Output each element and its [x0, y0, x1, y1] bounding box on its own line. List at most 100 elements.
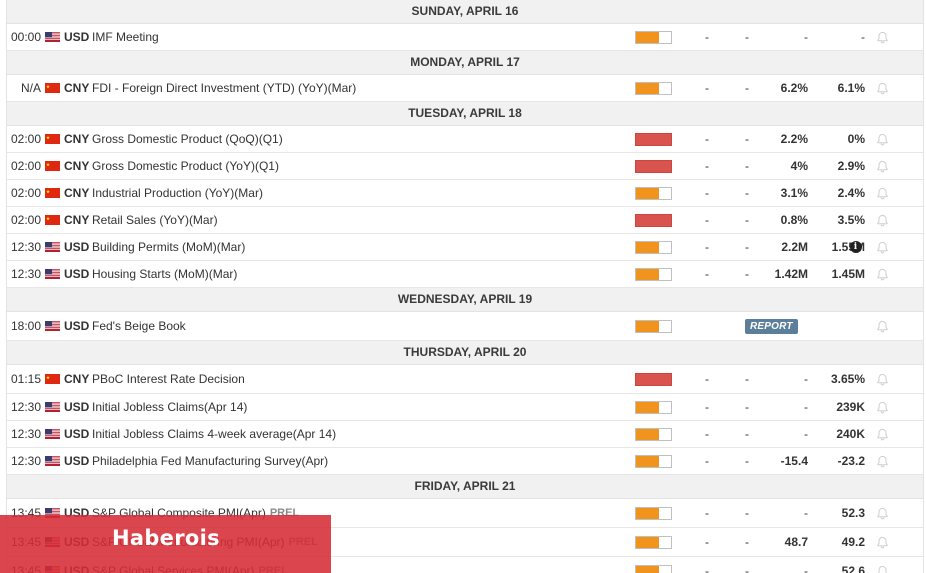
forecast-value: -: [745, 564, 749, 573]
event-name-link[interactable]: Initial Jobless Claims(Apr 14): [92, 394, 247, 420]
bell-icon[interactable]: [874, 448, 890, 474]
importance-cell: [635, 528, 672, 556]
event-time: 00:00: [10, 30, 41, 44]
event-row[interactable]: N/A CNY FDI - Foreign Direct Investment (Y…: [7, 75, 923, 102]
event-name-link[interactable]: PBoC Interest Rate Decision: [92, 365, 245, 393]
consensus-value: 0%: [847, 132, 865, 146]
bell-icon[interactable]: [874, 528, 890, 556]
event-name-link[interactable]: Industrial Production (YoY)(Mar): [92, 180, 263, 206]
event-currency: USD: [64, 30, 90, 44]
event-row[interactable]: 02:00 CNY Gross Domestic Product (QoQ)(Q1)…: [7, 126, 923, 153]
consensus-value: -23.2: [837, 454, 865, 468]
forecast-value: -: [745, 400, 749, 414]
event-name-link[interactable]: FDI - Foreign Direct Investment (YTD) (Y…: [92, 75, 356, 101]
importance-medium-indicator: [635, 319, 672, 333]
importance-cell: [635, 234, 672, 260]
bell-icon[interactable]: [874, 75, 890, 101]
bell-icon[interactable]: [874, 499, 890, 527]
event-row[interactable]: 02:00 CNY Retail Sales (YoY)(Mar) - - 0.8% 3.5…: [7, 207, 923, 234]
bell-icon[interactable]: [874, 312, 890, 340]
event-name-link[interactable]: Housing Starts (MoM)(Mar): [92, 261, 237, 287]
event-row[interactable]: 02:00 CNY Gross Domestic Product (YoY)(Q1)…: [7, 153, 923, 180]
bell-icon[interactable]: [874, 24, 890, 50]
event-time: 12:30: [10, 267, 41, 281]
event-row[interactable]: 00:00 USD IMF Meeting - - - -: [7, 24, 923, 51]
importance-cell: [635, 312, 672, 340]
us-flag-icon: [45, 421, 61, 447]
forecast-value: -: [745, 132, 749, 146]
event-name: Gross Domestic Product (QoQ)(Q1): [92, 132, 283, 146]
importance-high-indicator: [635, 213, 672, 227]
consensus-value: -: [861, 30, 865, 44]
event-currency: USD: [64, 319, 90, 333]
event-name-link[interactable]: Retail Sales (YoY)(Mar): [92, 207, 218, 233]
importance-medium-indicator: [635, 427, 672, 441]
event-name-link[interactable]: Philadelphia Fed Manufacturing Survey(Ap…: [92, 448, 328, 474]
previous-value: 1.42M: [774, 267, 808, 281]
event-name: Building Permits (MoM)(Mar): [92, 240, 246, 254]
event-name: Housing Starts (MoM)(Mar): [92, 267, 238, 281]
day-header: MONDAY, APRIL 17: [7, 51, 923, 75]
event-row[interactable]: 12:30 USD Initial Jobless Claims 4-week av…: [7, 421, 923, 448]
actual-value: -: [705, 400, 709, 414]
event-row[interactable]: 02:00 CNY Industrial Production (YoY)(Mar)…: [7, 180, 923, 207]
bell-icon[interactable]: [874, 126, 890, 152]
bell-icon[interactable]: [874, 394, 890, 420]
report-button[interactable]: REPORT: [745, 312, 798, 340]
actual-value: -: [705, 372, 709, 386]
forecast-value: -: [745, 372, 749, 386]
event-name: Fed's Beige Book: [92, 319, 186, 333]
importance-cell: [635, 24, 672, 50]
forecast-value: -: [745, 81, 749, 95]
event-currency: USD: [64, 427, 90, 441]
event-name-link[interactable]: IMF Meeting: [92, 24, 159, 50]
importance-cell: [635, 421, 672, 447]
importance-cell: [635, 365, 672, 393]
bell-icon[interactable]: [874, 261, 890, 287]
bell-icon[interactable]: [874, 207, 890, 233]
event-name-link[interactable]: Initial Jobless Claims 4-week average(Ap…: [92, 421, 336, 447]
event-row[interactable]: 12:30 USD Initial Jobless Claims(Apr 14) - -…: [7, 394, 923, 421]
bell-icon[interactable]: [874, 153, 890, 179]
event-row[interactable]: 01:15 CNY PBoC Interest Rate Decision - - - 3.…: [7, 365, 923, 394]
event-row[interactable]: 12:30 USD Housing Starts (MoM)(Mar) - - 1.42M…: [7, 261, 923, 288]
actual-value: -: [705, 427, 709, 441]
importance-medium-indicator: [635, 564, 672, 573]
importance-cell: [635, 448, 672, 474]
actual-value: -: [705, 454, 709, 468]
event-name-link[interactable]: Gross Domestic Product (QoQ)(Q1): [92, 126, 283, 152]
event-currency: CNY: [64, 372, 90, 386]
importance-cell: [635, 180, 672, 206]
event-currency: USD: [64, 240, 90, 254]
event-name: PBoC Interest Rate Decision: [92, 372, 245, 386]
previous-value: 6.2%: [780, 81, 808, 95]
info-icon[interactable]: i: [849, 234, 862, 260]
event-time: 02:00: [10, 213, 41, 227]
china-flag-icon: [45, 153, 61, 179]
bell-icon[interactable]: [874, 180, 890, 206]
actual-value: -: [705, 535, 709, 549]
bell-icon[interactable]: [874, 365, 890, 393]
importance-medium-indicator: [635, 30, 672, 44]
forecast-value: -: [745, 535, 749, 549]
consensus-value: 239K: [836, 400, 865, 414]
importance-medium-indicator: [635, 454, 672, 468]
consensus-value: 52.6: [841, 564, 865, 573]
event-name-link[interactable]: Fed's Beige Book: [92, 312, 186, 340]
bell-icon[interactable]: [874, 421, 890, 447]
event-row[interactable]: 18:00 USD Fed's Beige Book REPORT: [7, 312, 923, 341]
day-header: THURSDAY, APRIL 20: [7, 341, 923, 365]
event-row[interactable]: 12:30 USD Philadelphia Fed Manufacturing S…: [7, 448, 923, 475]
event-time: 18:00: [10, 319, 41, 333]
previous-value: -15.4: [780, 454, 808, 468]
event-row[interactable]: 12:30 USD Building Permits (MoM)(Mar) - - 2.2…: [7, 234, 923, 261]
importance-medium-indicator: [635, 400, 672, 414]
event-name: IMF Meeting: [92, 30, 159, 44]
importance-cell: [635, 75, 672, 101]
event-name-link[interactable]: Building Permits (MoM)(Mar): [92, 234, 245, 260]
event-time: 01:15: [10, 372, 41, 386]
consensus-value: 1.45M: [831, 267, 865, 281]
bell-icon[interactable]: [874, 557, 890, 573]
bell-icon[interactable]: [874, 234, 890, 260]
event-name-link[interactable]: Gross Domestic Product (YoY)(Q1): [92, 153, 279, 179]
